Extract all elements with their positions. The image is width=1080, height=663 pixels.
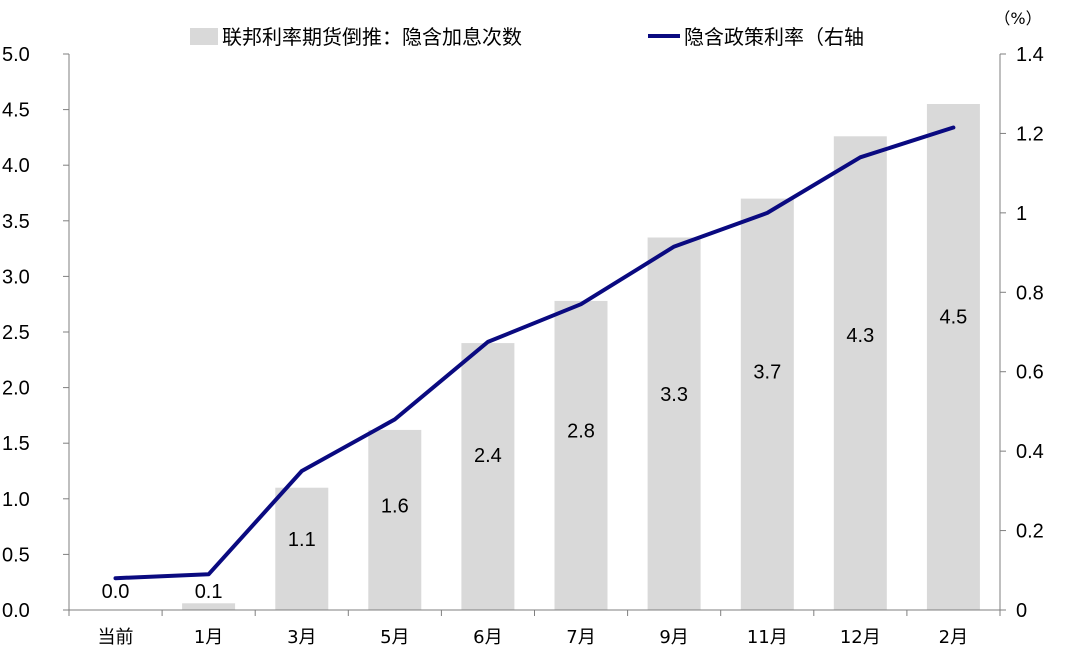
left-tick-label: 5.0	[2, 44, 30, 66]
bar-data-label-5: 2.8	[567, 421, 595, 443]
left-tick-label: 3.0	[2, 266, 30, 288]
right-tick-label: 1	[1016, 203, 1027, 225]
bar-2	[275, 487, 329, 610]
left-tick-label: 0.5	[2, 544, 30, 566]
right-tick-label: 0	[1016, 600, 1027, 622]
bar-7	[740, 198, 794, 610]
right-axis-unit-label: （%）	[994, 9, 1041, 28]
line-series-group	[113, 125, 956, 581]
left-tick-label: 3.5	[2, 211, 30, 233]
left-tick-label: 1.5	[2, 433, 30, 455]
right-tick-label: 1.4	[1016, 44, 1044, 66]
left-tick-label: 4.5	[2, 100, 30, 122]
left-axis-ticks: 0.0 0.5 1.0 1.5 2.0 2.5 3.0 3.5 4.0 4.5 5.0	[2, 44, 69, 622]
category-label: 3月	[287, 627, 316, 648]
right-axis-ticks: 0 0.2 0.4 0.6 0.8 1 1.2 1.4	[1000, 44, 1044, 622]
category-label: 9月	[659, 627, 688, 648]
bar-data-label-6: 3.3	[660, 384, 688, 406]
policy-rate-line	[113, 125, 956, 581]
bar-5	[554, 300, 608, 610]
category-labels: 当前 1月 3月 5月 6月 7月 9月 11月 12月 2月	[68, 610, 1001, 648]
legend: 联邦利率期货倒推：隐含加息次数 隐含政策利率（右轴	[190, 25, 864, 49]
right-tick-label: 0.4	[1016, 441, 1044, 463]
category-label: 1月	[194, 627, 223, 648]
bar-data-label-7: 3.7	[753, 361, 781, 383]
bar-8	[833, 136, 887, 611]
category-label: 11月	[747, 627, 788, 648]
right-tick-label: 0.8	[1016, 282, 1044, 304]
category-label: 2月	[939, 627, 968, 648]
left-tick-label: 2.0	[2, 378, 30, 400]
bar-data-label-8: 4.3	[846, 325, 874, 347]
right-tick-label: 0.2	[1016, 521, 1044, 543]
bar-9	[926, 104, 980, 610]
legend-bar-swatch	[190, 28, 218, 45]
legend-bar-label: 联邦利率期货倒推：隐含加息次数	[222, 25, 522, 49]
legend-line-label: 隐含政策利率（右轴	[684, 25, 864, 49]
bar-data-label-0: 0.0	[102, 581, 130, 603]
bar-data-label-4: 2.4	[474, 445, 502, 467]
right-tick-label: 0.6	[1016, 362, 1044, 384]
bar-1	[182, 603, 236, 610]
bar-3	[368, 429, 422, 610]
category-label: 5月	[380, 627, 409, 648]
bar-4	[461, 343, 515, 610]
left-tick-label: 1.0	[2, 489, 30, 511]
category-label: 当前	[98, 627, 134, 648]
bar-data-label-1: 0.1	[195, 581, 223, 603]
left-tick-label: 0.0	[2, 600, 30, 622]
right-tick-label: 1.2	[1016, 123, 1044, 145]
category-label: 7月	[566, 627, 595, 648]
bar-6	[647, 237, 701, 610]
bar-data-label-9: 4.5	[939, 307, 967, 329]
bar-labels-group: 0.0 0.1 1.1 1.6 2.4 2.8 3.3 3.7 4.3 4.5	[102, 307, 968, 604]
bar-data-label-3: 1.6	[381, 496, 409, 518]
category-label: 6月	[473, 627, 502, 648]
left-tick-label: 2.5	[2, 322, 30, 344]
bar-data-label-2: 1.1	[288, 529, 316, 551]
bars-group	[182, 104, 980, 611]
category-label: 12月	[840, 627, 881, 648]
left-tick-label: 4.0	[2, 155, 30, 177]
